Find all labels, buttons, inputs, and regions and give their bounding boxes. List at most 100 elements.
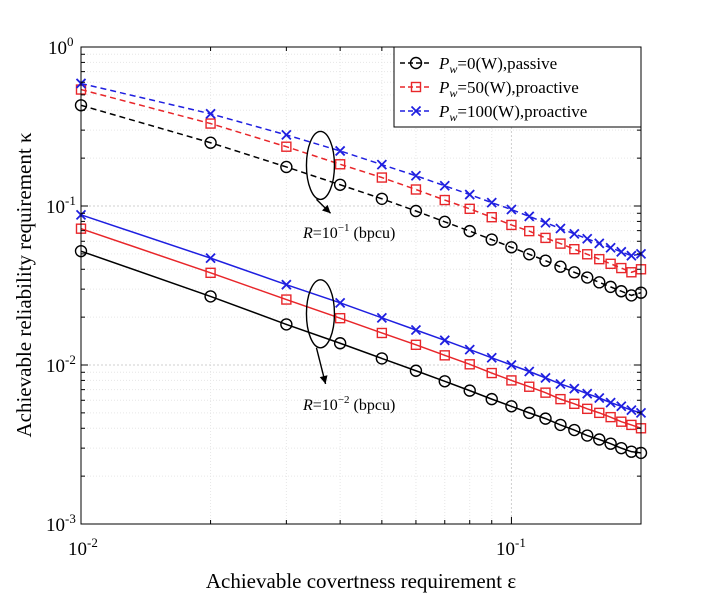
- series-5-point-4: [376, 312, 387, 323]
- series-0: [74, 99, 648, 302]
- series-5-point-2: [281, 279, 292, 290]
- series-3-point-14: [581, 429, 594, 442]
- legend-marker-1: [410, 81, 422, 93]
- series-line-1: [80, 88, 642, 274]
- series-2-point-12: [555, 223, 566, 234]
- svg-text:Pw=100(W),proactive: Pw=100(W),proactive: [438, 102, 587, 124]
- series-1-point-14: [582, 249, 593, 260]
- series-2-point-2: [281, 129, 292, 141]
- svg-text:Pw=0(W),passive: Pw=0(W),passive: [438, 54, 557, 76]
- series-5-point-1: [205, 253, 216, 264]
- series-1-point-2: [281, 141, 292, 152]
- series-line-0: [80, 104, 642, 297]
- series-3-point-16: [604, 437, 617, 450]
- series-3-point-6: [438, 375, 451, 388]
- series-0-point-15: [593, 276, 606, 289]
- series-2-point-14: [582, 233, 593, 244]
- series-3-point-13: [568, 423, 581, 437]
- series-1-point-17: [616, 262, 627, 274]
- series-line-4: [80, 227, 642, 429]
- legend-box: [393, 46, 642, 128]
- series-0-point-2: [280, 160, 293, 174]
- series-0-point-17: [615, 285, 628, 298]
- series-1-point-3: [334, 159, 346, 170]
- series-0-point-9: [505, 241, 518, 254]
- legend-entry-0: Pw=0(W),passive: [400, 54, 557, 76]
- legend-marker-2: [410, 105, 422, 117]
- series-2-point-17: [616, 246, 627, 257]
- annotation-label-r-1: R=10−1 (bpcu): [302, 222, 395, 242]
- annotation-arrow-head-1: [319, 375, 328, 384]
- series-2-point-11: [540, 217, 551, 228]
- series-1-point-10: [524, 225, 535, 237]
- series-2-point-16: [605, 242, 616, 253]
- series-2-point-7: [464, 189, 475, 200]
- svg-text:10-3: 10-3: [46, 511, 76, 536]
- y-tick-label-1e-2: 10-2: [46, 352, 76, 377]
- legend-entry-1: Pw=50(W),proactive: [400, 78, 579, 100]
- series-1-point-1: [205, 118, 216, 129]
- series-3-point-15: [593, 433, 606, 446]
- series-5-point-7: [464, 344, 475, 355]
- series-1-point-12: [555, 238, 566, 249]
- series-2-point-18: [626, 250, 637, 261]
- series-1-point-13: [569, 243, 580, 255]
- series-5-point-8: [486, 352, 497, 363]
- series-5-point-5: [410, 324, 422, 336]
- series-2-point-10: [524, 211, 535, 222]
- annotation-label-r-2: R=10−2 (bpcu): [302, 394, 395, 414]
- series-1-point-16: [605, 258, 616, 269]
- x-tick-label-1e-1: 10-1: [496, 535, 526, 560]
- series-1-point-15: [594, 253, 605, 265]
- y-axis-title: Achievable reliability requirement κ: [12, 132, 36, 437]
- x-axis-title: Achievable covertness requirement ε: [206, 569, 516, 593]
- legend-entry-2: Pw=100(W),proactive: [400, 102, 587, 124]
- series-4-point-14: [582, 403, 593, 415]
- series-line-3: [80, 250, 642, 454]
- series-0-point-10: [523, 248, 536, 261]
- annotation-ellipse-0: [305, 130, 336, 201]
- svg-text:R=10−2 (bpcu): R=10−2 (bpcu): [302, 394, 395, 414]
- series-5-point-15: [594, 392, 605, 404]
- series-4-point-9: [506, 375, 517, 386]
- series-0-point-8: [485, 233, 498, 246]
- series-4-point-10: [524, 381, 535, 392]
- series-5-point-16: [605, 397, 616, 408]
- series-0-point-11: [539, 254, 552, 267]
- annotation-ellipse-1: [305, 279, 336, 349]
- series-4-point-1: [205, 267, 216, 279]
- series-4-point-6: [439, 350, 450, 361]
- svg-text:100: 100: [48, 34, 74, 59]
- series-0-point-14: [581, 271, 594, 284]
- series-3-point-1: [204, 290, 217, 303]
- series-4: [75, 223, 647, 434]
- series-4-point-13: [569, 398, 580, 410]
- plot-frame: [80, 46, 642, 525]
- svg-text:10-2: 10-2: [46, 352, 76, 377]
- series-4-point-5: [410, 339, 422, 350]
- series-5-point-9: [506, 359, 517, 371]
- x-tick-label-1e-2: 10-2: [68, 535, 98, 560]
- y-tick-label-1e0: 100: [48, 34, 74, 59]
- series-0-point-3: [333, 178, 347, 191]
- series-0-point-16: [604, 280, 617, 294]
- series-1-point-8: [486, 212, 497, 223]
- series-5-point-3: [335, 297, 346, 308]
- series-2-point-9: [506, 204, 517, 215]
- series-2-point-4: [376, 159, 387, 170]
- series-0-point-12: [554, 260, 567, 273]
- y-tick-label-1e-3: 10-3: [46, 511, 76, 536]
- series-5-point-10: [524, 366, 535, 377]
- series-0-point-5: [409, 204, 423, 218]
- y-tick-label-1e-1: 10-1: [46, 193, 76, 218]
- svg-text:10-1: 10-1: [496, 535, 526, 560]
- series-4-point-11: [540, 387, 551, 398]
- series-4-point-12: [555, 393, 566, 405]
- series-0-point-6: [438, 215, 451, 229]
- series-5-point-17: [616, 401, 627, 412]
- series-4-point-17: [616, 416, 627, 427]
- series-5-point-14: [582, 388, 593, 399]
- series-4-point-4: [376, 327, 388, 339]
- series-3-point-18: [625, 445, 638, 458]
